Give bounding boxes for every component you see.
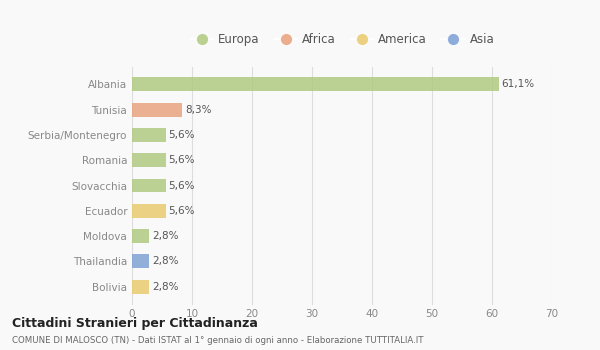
Text: 61,1%: 61,1% [502, 79, 535, 89]
Bar [132, 204, 166, 218]
Bar [132, 153, 166, 167]
Bar [132, 178, 166, 192]
Text: 5,6%: 5,6% [169, 155, 195, 165]
Text: 5,6%: 5,6% [169, 206, 195, 216]
Legend: Europa, Africa, America, Asia: Europa, Africa, America, Asia [185, 28, 499, 51]
Text: COMUNE DI MALOSCO (TN) - Dati ISTAT al 1° gennaio di ogni anno - Elaborazione TU: COMUNE DI MALOSCO (TN) - Dati ISTAT al 1… [12, 336, 424, 345]
Bar [132, 77, 499, 91]
Bar [132, 229, 149, 243]
Bar [132, 254, 149, 268]
Text: 2,8%: 2,8% [152, 231, 178, 241]
Text: 2,8%: 2,8% [152, 257, 178, 266]
Text: 8,3%: 8,3% [185, 105, 211, 114]
Text: Cittadini Stranieri per Cittadinanza: Cittadini Stranieri per Cittadinanza [12, 317, 258, 330]
Bar [132, 128, 166, 142]
Text: 5,6%: 5,6% [169, 130, 195, 140]
Text: 2,8%: 2,8% [152, 282, 178, 292]
Bar [132, 280, 149, 294]
Text: 5,6%: 5,6% [169, 181, 195, 190]
Bar [132, 103, 182, 117]
